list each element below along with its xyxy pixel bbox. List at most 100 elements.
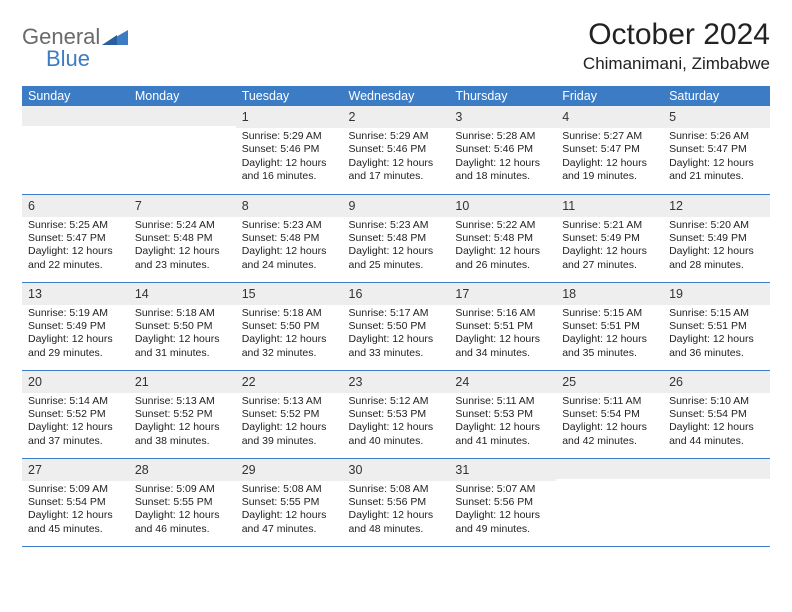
day-details: Sunrise: 5:18 AMSunset: 5:50 PMDaylight:… xyxy=(129,305,236,365)
day-number-row xyxy=(556,459,663,479)
day-details: Sunrise: 5:09 AMSunset: 5:55 PMDaylight:… xyxy=(129,481,236,541)
day-number-row: 5 xyxy=(663,106,770,128)
day-number-row: 9 xyxy=(343,195,450,217)
day-number: 18 xyxy=(562,287,576,301)
day-number-row: 14 xyxy=(129,283,236,305)
calendar-body: 1 Sunrise: 5:29 AMSunset: 5:46 PMDaylight… xyxy=(22,106,770,546)
calendar-row: 20 Sunrise: 5:14 AMSunset: 5:52 PMDayligh… xyxy=(22,370,770,458)
day-details: Sunrise: 5:24 AMSunset: 5:48 PMDaylight:… xyxy=(129,217,236,277)
day-number: 13 xyxy=(28,287,42,301)
day-number: 20 xyxy=(28,375,42,389)
day-details: Sunrise: 5:13 AMSunset: 5:52 PMDaylight:… xyxy=(129,393,236,453)
day-number-row: 23 xyxy=(343,371,450,393)
day-header: Thursday xyxy=(449,86,556,106)
day-details: Sunrise: 5:19 AMSunset: 5:49 PMDaylight:… xyxy=(22,305,129,365)
day-number: 8 xyxy=(242,199,249,213)
day-details: Sunrise: 5:18 AMSunset: 5:50 PMDaylight:… xyxy=(236,305,343,365)
calendar-cell: 17Sunrise: 5:16 AMSunset: 5:51 PMDayligh… xyxy=(449,282,556,370)
calendar-cell: 12Sunrise: 5:20 AMSunset: 5:49 PMDayligh… xyxy=(663,194,770,282)
calendar-cell: 7Sunrise: 5:24 AMSunset: 5:48 PMDaylight… xyxy=(129,194,236,282)
day-number-row xyxy=(22,106,129,126)
day-number-row: 25 xyxy=(556,371,663,393)
day-details: Sunrise: 5:11 AMSunset: 5:53 PMDaylight:… xyxy=(449,393,556,453)
calendar-cell: 31Sunrise: 5:07 AMSunset: 5:56 PMDayligh… xyxy=(449,458,556,546)
brand-blue: Blue xyxy=(46,46,90,72)
day-number-row: 27 xyxy=(22,459,129,481)
day-header: Saturday xyxy=(663,86,770,106)
day-number: 2 xyxy=(349,110,356,124)
day-header: Sunday xyxy=(22,86,129,106)
day-number-row: 24 xyxy=(449,371,556,393)
day-number: 6 xyxy=(28,199,35,213)
day-header: Wednesday xyxy=(343,86,450,106)
day-number-row: 30 xyxy=(343,459,450,481)
day-details: Sunrise: 5:12 AMSunset: 5:53 PMDaylight:… xyxy=(343,393,450,453)
day-number: 12 xyxy=(669,199,683,213)
calendar-cell: 3 Sunrise: 5:28 AMSunset: 5:46 PMDaylight… xyxy=(449,106,556,194)
calendar-cell: 22Sunrise: 5:13 AMSunset: 5:52 PMDayligh… xyxy=(236,370,343,458)
calendar-cell: 14 Sunrise: 5:18 AMSunset: 5:50 PMDayligh… xyxy=(129,282,236,370)
day-number: 9 xyxy=(349,199,356,213)
day-number-row: 19 xyxy=(663,283,770,305)
calendar-cell: 11Sunrise: 5:21 AMSunset: 5:49 PMDayligh… xyxy=(556,194,663,282)
day-number: 31 xyxy=(455,463,469,477)
day-header: Tuesday xyxy=(236,86,343,106)
day-details: Sunrise: 5:13 AMSunset: 5:52 PMDaylight:… xyxy=(236,393,343,453)
day-number: 26 xyxy=(669,375,683,389)
calendar-cell: 20 Sunrise: 5:14 AMSunset: 5:52 PMDayligh… xyxy=(22,370,129,458)
day-number-row: 18 xyxy=(556,283,663,305)
calendar-row: 13 Sunrise: 5:19 AMSunset: 5:49 PMDayligh… xyxy=(22,282,770,370)
day-number: 1 xyxy=(242,110,249,124)
day-number-row: 21 xyxy=(129,371,236,393)
day-number: 16 xyxy=(349,287,363,301)
day-details: Sunrise: 5:15 AMSunset: 5:51 PMDaylight:… xyxy=(663,305,770,365)
calendar-cell: 10Sunrise: 5:22 AMSunset: 5:48 PMDayligh… xyxy=(449,194,556,282)
day-number-row: 11 xyxy=(556,195,663,217)
day-number-row: 2 xyxy=(343,106,450,128)
day-details: Sunrise: 5:27 AMSunset: 5:47 PMDaylight:… xyxy=(556,128,663,188)
day-details: Sunrise: 5:25 AMSunset: 5:47 PMDaylight:… xyxy=(22,217,129,277)
day-number-row: 13 xyxy=(22,283,129,305)
page-header: GeneralBlue October 2024 Chimanimani, Zi… xyxy=(22,18,770,74)
calendar-cell: 8Sunrise: 5:23 AMSunset: 5:48 PMDaylight… xyxy=(236,194,343,282)
calendar-row: 1 Sunrise: 5:29 AMSunset: 5:46 PMDaylight… xyxy=(22,106,770,194)
day-number-row: 4 xyxy=(556,106,663,128)
calendar-cell: 27Sunrise: 5:09 AMSunset: 5:54 PMDayligh… xyxy=(22,458,129,546)
day-details: Sunrise: 5:08 AMSunset: 5:55 PMDaylight:… xyxy=(236,481,343,541)
day-number: 17 xyxy=(455,287,469,301)
day-details: Sunrise: 5:29 AMSunset: 5:46 PMDaylight:… xyxy=(343,128,450,188)
brand-triangle-icon xyxy=(102,29,128,50)
day-details: Sunrise: 5:17 AMSunset: 5:50 PMDaylight:… xyxy=(343,305,450,365)
day-number: 3 xyxy=(455,110,462,124)
day-details: Sunrise: 5:26 AMSunset: 5:47 PMDaylight:… xyxy=(663,128,770,188)
day-number-row: 20 xyxy=(22,371,129,393)
calendar-cell: 23Sunrise: 5:12 AMSunset: 5:53 PMDayligh… xyxy=(343,370,450,458)
day-details: Sunrise: 5:11 AMSunset: 5:54 PMDaylight:… xyxy=(556,393,663,453)
day-number-row: 31 xyxy=(449,459,556,481)
day-number-row: 12 xyxy=(663,195,770,217)
day-number-row: 10 xyxy=(449,195,556,217)
calendar-cell: 15Sunrise: 5:18 AMSunset: 5:50 PMDayligh… xyxy=(236,282,343,370)
day-number: 29 xyxy=(242,463,256,477)
day-number-row: 17 xyxy=(449,283,556,305)
calendar-cell: 26Sunrise: 5:10 AMSunset: 5:54 PMDayligh… xyxy=(663,370,770,458)
day-details: Sunrise: 5:21 AMSunset: 5:49 PMDaylight:… xyxy=(556,217,663,277)
day-details: Sunrise: 5:28 AMSunset: 5:46 PMDaylight:… xyxy=(449,128,556,188)
day-number-row xyxy=(129,106,236,126)
calendar-cell: 30Sunrise: 5:08 AMSunset: 5:56 PMDayligh… xyxy=(343,458,450,546)
day-details: Sunrise: 5:14 AMSunset: 5:52 PMDaylight:… xyxy=(22,393,129,453)
calendar-cell: 28Sunrise: 5:09 AMSunset: 5:55 PMDayligh… xyxy=(129,458,236,546)
day-number: 19 xyxy=(669,287,683,301)
calendar-cell: 25Sunrise: 5:11 AMSunset: 5:54 PMDayligh… xyxy=(556,370,663,458)
day-number: 14 xyxy=(135,287,149,301)
calendar-cell: 1Sunrise: 5:29 AMSunset: 5:46 PMDaylight… xyxy=(236,106,343,194)
title-block: October 2024 Chimanimani, Zimbabwe xyxy=(583,18,770,74)
day-number-row: 7 xyxy=(129,195,236,217)
day-number-row: 22 xyxy=(236,371,343,393)
calendar-cell-empty xyxy=(663,458,770,546)
day-number: 21 xyxy=(135,375,149,389)
calendar-cell: 13 Sunrise: 5:19 AMSunset: 5:49 PMDayligh… xyxy=(22,282,129,370)
day-number-row: 29 xyxy=(236,459,343,481)
calendar-row: 27Sunrise: 5:09 AMSunset: 5:54 PMDayligh… xyxy=(22,458,770,546)
day-details: Sunrise: 5:08 AMSunset: 5:56 PMDaylight:… xyxy=(343,481,450,541)
